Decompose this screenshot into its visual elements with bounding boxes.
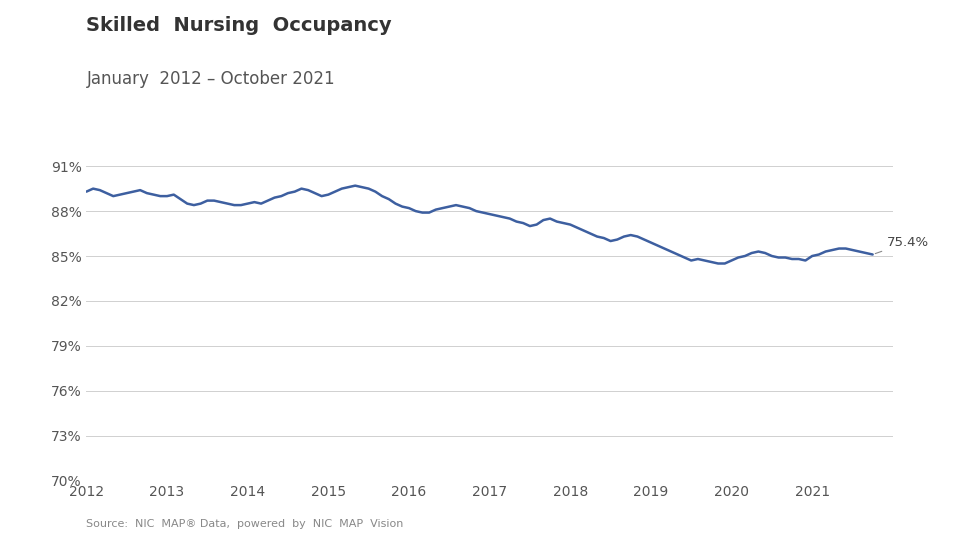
Text: Skilled  Nursing  Occupancy: Skilled Nursing Occupancy — [86, 16, 392, 35]
Text: 75.4%: 75.4% — [876, 235, 929, 254]
Text: Source:  NIC  MAP® Data,  powered  by  NIC  MAP  Vision: Source: NIC MAP® Data, powered by NIC MA… — [86, 519, 404, 529]
Text: January  2012 – October 2021: January 2012 – October 2021 — [86, 70, 335, 88]
